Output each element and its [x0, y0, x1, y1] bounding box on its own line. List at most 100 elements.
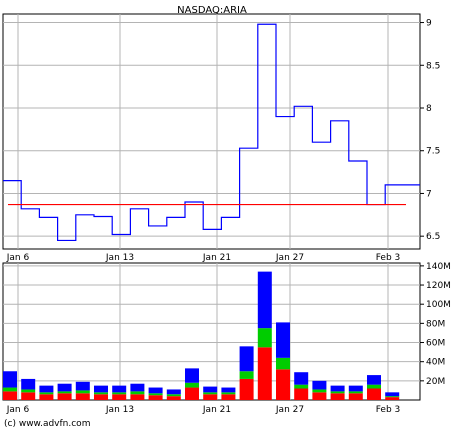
volume-bar-green	[348, 391, 363, 394]
volume-bar-green	[148, 393, 163, 396]
price-x-tick-label: Jan 27	[275, 253, 304, 263]
volume-y-tick-label: 20M	[426, 377, 445, 387]
volume-bar-red	[3, 391, 17, 400]
volume-bar-green	[57, 391, 72, 394]
volume-y-tick-label: 140M	[426, 262, 451, 272]
price-x-tick-labels: Jan 6 Jan 13 Jan 21 Jan 27 Feb 3	[6, 253, 401, 263]
volume-bar-red	[312, 392, 327, 400]
volume-bar-blue	[203, 386, 218, 393]
volume-bar-blue	[239, 346, 254, 372]
volume-bar-green	[385, 396, 400, 398]
volume-y-tick-labels: 140M 120M 100M 80M 60M 40M 20M	[420, 262, 451, 387]
volume-bar-green	[130, 391, 145, 395]
price-step-line	[3, 23, 420, 242]
volume-bar-green	[21, 389, 36, 393]
volume-bar-blue	[75, 381, 90, 391]
volume-bar-blue	[21, 378, 36, 390]
volume-panel: Jan 6 Jan 13 Jan 21 Jan 27 Feb 3 140M 120M 100…	[2, 262, 451, 415]
volume-bar-blue	[94, 385, 108, 393]
price-grid	[3, 14, 420, 249]
volume-bar-blue	[257, 271, 272, 329]
price-x-tick-label: Jan 13	[105, 253, 134, 263]
volume-bar-red	[57, 393, 72, 400]
volume-bar-green	[166, 394, 181, 397]
volume-bar-blue	[112, 385, 127, 393]
volume-bar-blue	[348, 385, 363, 392]
volume-y-tick-label: 60M	[426, 339, 445, 349]
volume-bar-red	[239, 378, 254, 400]
volume-bar-green	[330, 391, 345, 394]
volume-bar-blue	[221, 387, 236, 393]
volume-bar-green	[312, 389, 327, 393]
volume-bar-green	[112, 392, 127, 395]
volume-bar-red	[112, 394, 127, 400]
volume-bar-green	[203, 392, 218, 395]
volume-x-tick-labels: Jan 6 Jan 13 Jan 21 Jan 27 Feb 3	[6, 405, 401, 415]
volume-x-tick-label: Feb 3	[376, 405, 401, 415]
price-series-group	[3, 23, 420, 242]
volume-bar-blue	[330, 385, 345, 392]
footer-credit: (c) www.advfn.com	[4, 419, 90, 429]
price-y-tick-label: 9	[426, 19, 432, 29]
chart-title: NASDAQ:ARIA	[177, 5, 247, 16]
volume-bar-red	[385, 397, 400, 400]
volume-bar-blue	[148, 387, 163, 394]
price-y-tick-labels: 9 8.5 8 7.5 7 6.5	[420, 19, 440, 242]
volume-bar-green	[294, 384, 309, 389]
volume-bars	[3, 271, 400, 400]
volume-bar-red	[130, 394, 145, 400]
price-y-tick-label: 7.5	[426, 147, 440, 157]
volume-bar-red	[185, 387, 199, 400]
volume-y-tick-label: 100M	[426, 300, 451, 310]
volume-x-tick-label: Jan 21	[202, 405, 231, 415]
volume-bar-blue	[130, 383, 145, 392]
price-y-tick-label: 8	[426, 104, 432, 114]
volume-bar-blue	[385, 392, 400, 397]
volume-y-tick-label: 80M	[426, 319, 445, 329]
volume-bar-red	[39, 394, 54, 400]
volume-x-tick-label: Jan 27	[275, 405, 304, 415]
volume-bar-green	[185, 382, 199, 388]
volume-bar-red	[75, 393, 90, 400]
price-x-tick-label: Jan 6	[6, 253, 30, 263]
volume-bar-green	[75, 390, 90, 394]
volume-bar-red	[21, 392, 36, 400]
price-y-tick-label: 7	[426, 189, 432, 199]
volume-bar-green	[276, 357, 290, 370]
volume-x-tick-label: Jan 13	[105, 405, 134, 415]
volume-bar-green	[221, 392, 236, 395]
volume-bar-red	[330, 393, 345, 400]
volume-bar-red	[94, 394, 108, 400]
volume-bar-red	[221, 394, 236, 400]
volume-y-tick-label: 40M	[426, 358, 445, 368]
volume-bar-blue	[294, 372, 309, 385]
volume-bar-red	[148, 395, 163, 400]
volume-bar-red	[203, 394, 218, 400]
volume-bar-green	[367, 384, 381, 389]
volume-bar-red	[348, 393, 363, 400]
volume-bar-blue	[3, 371, 17, 388]
volume-bar-red	[257, 347, 272, 400]
volume-bar-green	[94, 392, 108, 395]
volume-bar-blue	[185, 368, 199, 383]
volume-plot-area	[2, 262, 421, 401]
volume-bar-blue	[39, 385, 54, 393]
volume-bar-red	[294, 388, 309, 400]
volume-bar-green	[239, 371, 254, 379]
volume-bar-red	[166, 396, 181, 400]
volume-bar-red	[367, 388, 381, 400]
volume-bar-blue	[276, 322, 290, 358]
volume-bar-blue	[312, 380, 327, 390]
volume-y-tick-label: 120M	[426, 281, 451, 291]
price-plot-area	[2, 13, 421, 250]
volume-bar-blue	[166, 389, 181, 395]
price-x-tick-label: Feb 3	[376, 253, 401, 263]
volume-bar-green	[39, 392, 54, 395]
price-panel: Jan 6 Jan 13 Jan 21 Jan 27 Feb 3 9 8.5 8 7.5 7 6.…	[2, 13, 440, 263]
price-y-tick-label: 6.5	[426, 232, 440, 242]
volume-bar-green	[3, 387, 17, 392]
price-y-tick-label: 8.5	[426, 61, 440, 71]
volume-bar-blue	[57, 383, 72, 392]
volume-bar-blue	[367, 375, 381, 385]
